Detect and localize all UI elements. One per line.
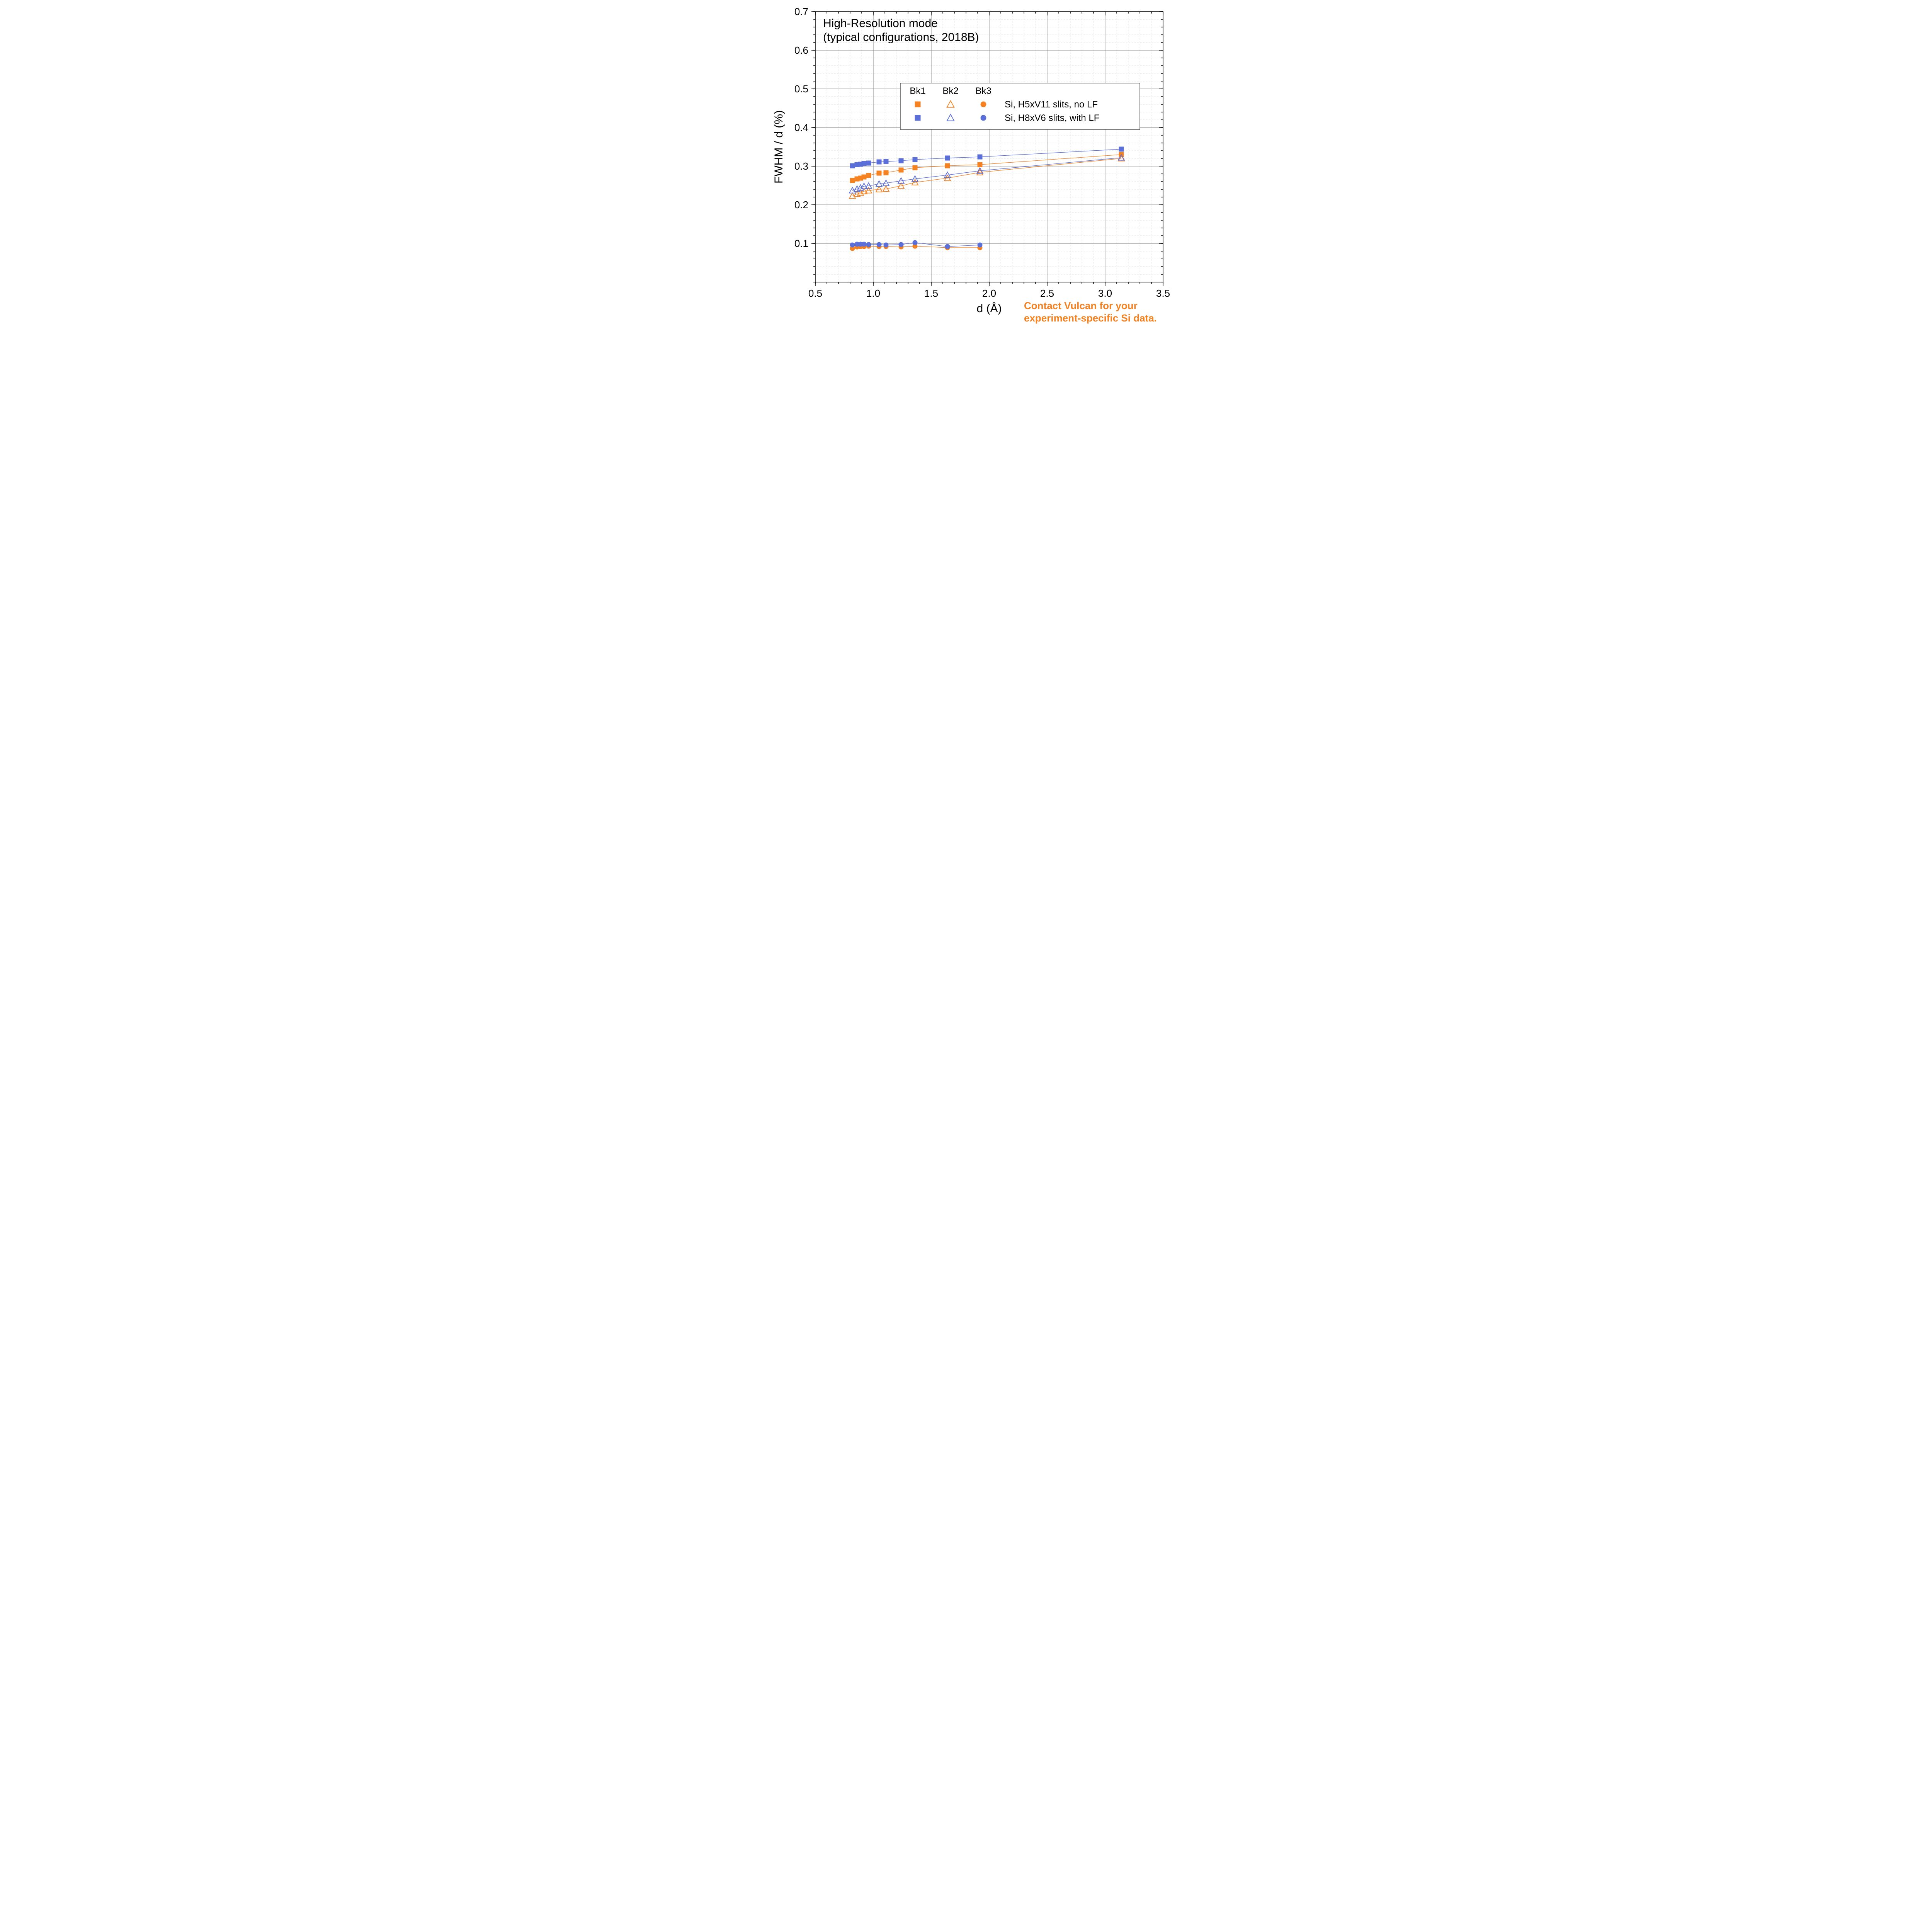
x-tick-label: 1.0 <box>866 287 880 299</box>
footer-note-line2: experiment-specific Si data. <box>1024 312 1157 324</box>
x-tick-label: 2.0 <box>982 287 996 299</box>
x-tick-label: 2.5 <box>1040 287 1054 299</box>
y-tick-label: 0.5 <box>794 83 808 95</box>
legend-row-label: Si, H5xV11 slits, no LF <box>1005 99 1098 110</box>
chart-svg: 0.5 1.0 1.5 2.0 2.5 3.0 3.5 0.1 0.2 0.3 0.4 0.5 0.6 0… <box>753 0 1179 328</box>
chart-title-line1: High-Resolution mode <box>823 17 938 30</box>
y-tick-label: 0.1 <box>794 238 808 249</box>
legend-header: Bk1 <box>910 86 925 96</box>
x-tick-label: 0.5 <box>808 287 822 299</box>
x-tick-label: 1.5 <box>924 287 938 299</box>
y-tick-label: 0.2 <box>794 199 808 211</box>
y-axis-title: FWHM / d (%) <box>772 110 785 184</box>
y-tick-label: 0.3 <box>794 160 808 172</box>
y-tick-label: 0.4 <box>794 122 808 133</box>
x-axis-title: d (Å) <box>976 302 1002 315</box>
chart-title-line2: (typical configurations, 2018B) <box>823 31 979 44</box>
chart-container: 0.5 1.0 1.5 2.0 2.5 3.0 3.5 0.1 0.2 0.3 0.4 0.5 0.6 0… <box>753 0 1179 328</box>
y-tick-label: 0.6 <box>794 44 808 56</box>
legend-header: Bk3 <box>975 86 991 96</box>
x-tick-label: 3.0 <box>1098 287 1112 299</box>
x-tick-label: 3.5 <box>1156 287 1170 299</box>
legend-row-label: Si, H8xV6 slits, with LF <box>1005 113 1099 123</box>
y-tick-label: 0.7 <box>794 6 808 17</box>
legend-header: Bk2 <box>942 86 958 96</box>
footer-note-line1: Contact Vulcan for your <box>1024 300 1138 311</box>
